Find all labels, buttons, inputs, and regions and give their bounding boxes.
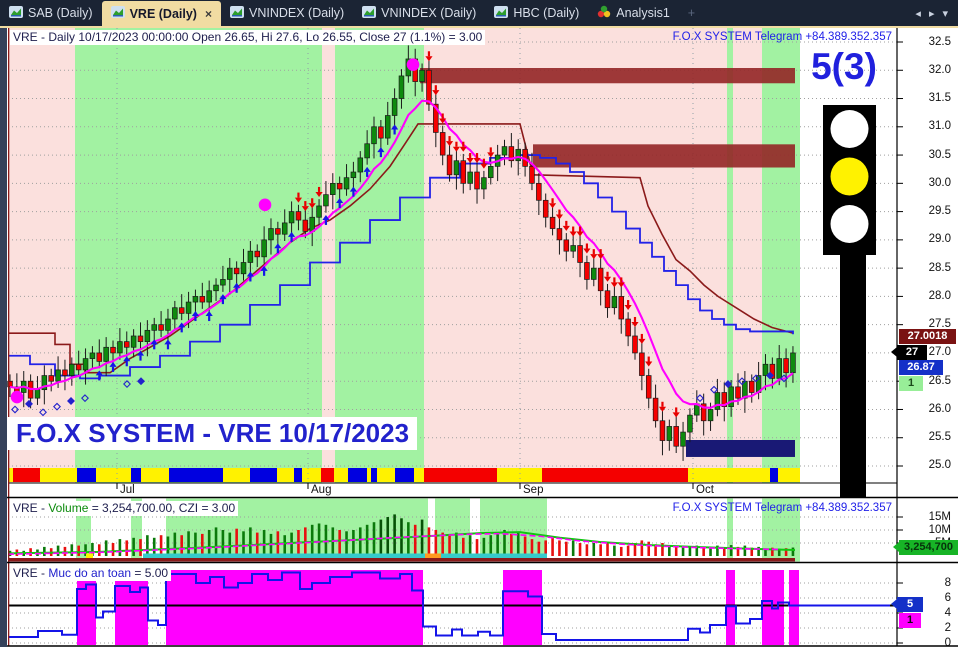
safety-value-badge: 5 — [891, 597, 923, 612]
price-badge: 1 — [899, 376, 923, 391]
volume-title-rest: = 3,254,700.00, CZI = 3.00 — [88, 501, 236, 515]
chart-icon — [110, 6, 125, 21]
price-axis-label: 30.0 — [928, 176, 951, 189]
badge-arrow-icon — [891, 347, 897, 357]
tab-bar: SAB (Daily) VRE (Daily) × VNINDEX (Daily) VN… — [0, 0, 958, 26]
volume-axis-label: 15M — [928, 510, 951, 523]
tab-label: VRE (Daily) — [129, 6, 197, 21]
safety-axis-label: 2 — [944, 621, 951, 634]
price-axis-label: 32.5 — [928, 35, 951, 48]
tab-vnindex-daily[interactable]: VNINDEX (Daily) — [221, 0, 353, 26]
tab-label: Analysis1 — [616, 6, 670, 20]
volume-brand-text: F.O.X SYSTEM Telegram +84.389.352.357 — [672, 502, 892, 514]
price-axis-label: 31.5 — [928, 92, 951, 105]
chart-icon — [230, 5, 244, 21]
safety-axis-label: 4 — [944, 606, 951, 619]
badge-arrow-icon — [891, 599, 897, 609]
price-axis-label: 28.5 — [928, 261, 951, 274]
volume-pane-title: VRE - Volume = 3,254,700.00, CZI = 3.00 — [10, 501, 239, 516]
price-axis-label: 29.0 — [928, 233, 951, 246]
price-axis-label: 31.0 — [928, 120, 951, 133]
active-tab-underline — [0, 26, 958, 28]
tab-label: VNINDEX (Daily) — [381, 6, 477, 20]
date-axis-label: Sep — [523, 484, 544, 496]
safety-axis-label: 0 — [944, 636, 951, 649]
safety-title-prefix: VRE - — [13, 566, 49, 580]
tab-list-menu-icon[interactable]: ▾ — [942, 7, 948, 20]
price-badge: 27.0018 — [899, 329, 956, 344]
safety-axis-label: 6 — [944, 591, 951, 604]
main-brand-text: F.O.X SYSTEM Telegram +84.389.352.357 — [672, 31, 892, 43]
tab-label: HBC (Daily) — [513, 6, 580, 20]
volume-title-prefix: VRE - — [13, 501, 49, 515]
price-badge: 26.87 — [899, 360, 943, 375]
tab-label: VNINDEX (Daily) — [249, 6, 345, 20]
price-axis-label: 26.0 — [928, 402, 951, 415]
new-tab-icon[interactable]: + — [687, 6, 696, 20]
main-chart-title: VRE - Daily 10/17/2023 00:00:00 Open 26.… — [10, 30, 486, 45]
tab-sab-daily[interactable]: SAB (Daily) — [0, 0, 102, 26]
price-axis-label: 29.5 — [928, 205, 951, 218]
fox-watermark: F.O.X SYSTEM - VRE 10/17/2023 — [8, 417, 418, 450]
tab-bar-spacer — [704, 0, 905, 26]
traffic-light-indicator — [823, 105, 876, 497]
volume-axis-label: 10M — [928, 523, 951, 536]
safety-title-name: Muc do an toan — [48, 566, 132, 580]
tab-label: SAB (Daily) — [28, 6, 93, 20]
close-tab-icon[interactable]: × — [204, 6, 212, 21]
badge-arrow-icon — [893, 542, 899, 552]
safety-axis-label: 8 — [944, 576, 951, 589]
date-axis-label: Aug — [311, 484, 332, 496]
price-axis-label: 27.0 — [928, 346, 951, 359]
price-axis-label: 32.0 — [928, 63, 951, 76]
tab-vre-daily[interactable]: VRE (Daily) × — [101, 1, 221, 26]
signal-count-text: 5(3) — [811, 46, 877, 87]
safety-value-badge: 1 — [899, 613, 921, 628]
price-axis-label: 28.0 — [928, 289, 951, 302]
window-left-border — [0, 26, 7, 647]
safety-pane-title: VRE - Muc do an toan = 5.00 — [10, 566, 172, 581]
price-axis-label: 30.5 — [928, 148, 951, 161]
chart-icon — [494, 5, 509, 21]
chart-icon — [9, 5, 23, 21]
date-axis-label: Oct — [696, 484, 714, 496]
chart-icon — [362, 5, 377, 21]
analysis-icon — [597, 5, 611, 21]
scroll-tabs-left-icon[interactable]: ◂ — [915, 7, 921, 20]
tab-analysis1[interactable]: Analysis1 — [588, 0, 679, 26]
price-axis-label: 26.5 — [928, 374, 951, 387]
safety-title-rest: = 5.00 — [131, 566, 169, 580]
tab-hbc-daily[interactable]: HBC (Daily) — [485, 0, 588, 26]
volume-value-badge: 3,254,700 — [893, 540, 958, 555]
date-axis-label: Jul — [120, 484, 135, 496]
price-axis-label: 25.0 — [928, 459, 951, 472]
price-axis-label: 27.5 — [928, 318, 951, 331]
tab-vnindex-daily[interactable]: VNINDEX (Daily) — [353, 0, 485, 26]
volume-title-name: Volume — [48, 501, 89, 515]
price-badge: 27 — [891, 345, 927, 360]
scroll-tabs-right-icon[interactable]: ▸ — [928, 7, 935, 20]
price-axis-label: 25.5 — [928, 431, 951, 444]
